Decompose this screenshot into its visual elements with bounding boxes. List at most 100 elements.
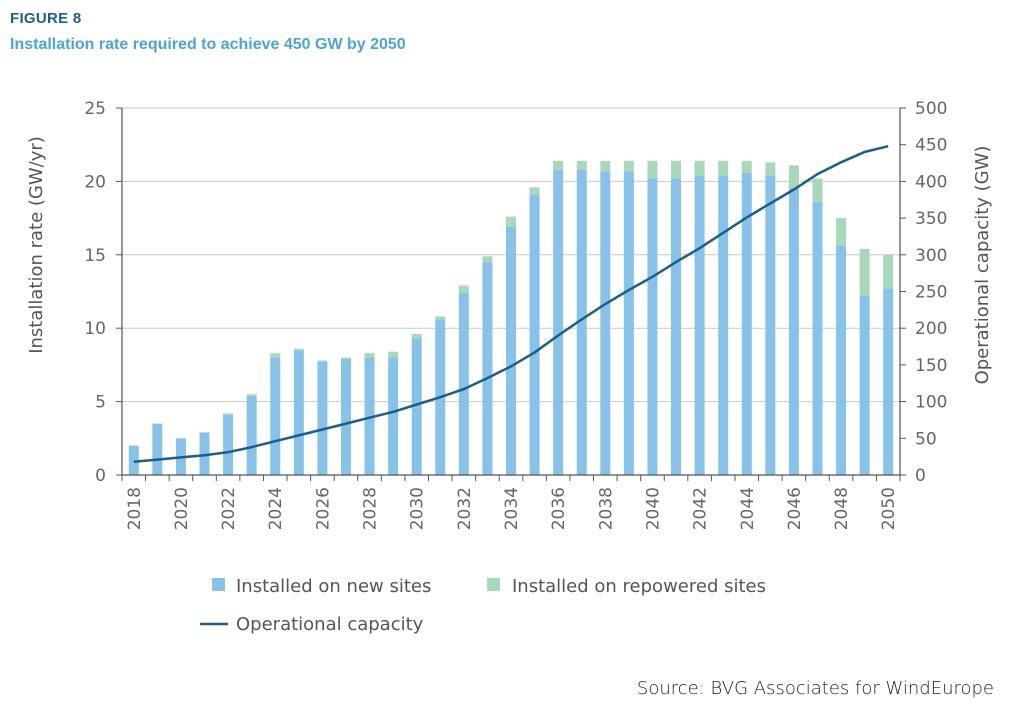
bar-repowered-sites-2038 (600, 160, 611, 172)
source-note: Source: BVG Associates for WindEurope (636, 678, 994, 699)
bar-repowered-sites-2033 (482, 256, 493, 263)
bar-repowered-sites-2041 (671, 160, 682, 179)
bar-new-sites-2040 (647, 178, 658, 476)
bar-new-sites-2044 (741, 172, 752, 476)
bars (128, 160, 894, 476)
bar-repowered-sites-2048 (836, 218, 847, 246)
bar-new-sites-2034 (506, 226, 516, 475)
x-tick-label: 2036 (549, 487, 569, 530)
x-tick-label: 2034 (502, 487, 522, 530)
bar-new-sites-2032 (458, 292, 469, 475)
bar-new-sites-2035 (529, 194, 540, 475)
y2-axis-ticks: 0 50 100 150 200 250 300 350 400 450 500 (900, 99, 947, 486)
bar-new-sites-2047 (812, 201, 823, 475)
x-tick-label: 2050 (879, 487, 899, 530)
bar-repowered-sites-2039 (623, 160, 634, 172)
y2-tick-label: 100 (915, 393, 947, 413)
y2-tick-label: 350 (915, 209, 947, 229)
bar-new-sites-2043 (718, 175, 729, 475)
y-tick-label: 25 (84, 99, 106, 119)
legend-label-repowered-sites: Installed on repowered sites (512, 576, 766, 597)
x-tick-label: 2020 (172, 487, 192, 530)
y2-tick-label: 200 (915, 319, 947, 339)
bar-new-sites-2042 (694, 175, 705, 475)
x-axis-ticks: 2018 2020 2022 2024 2026 2028 2030 2032 2034 2036… (121, 475, 901, 530)
bar-new-sites-2038 (600, 171, 611, 475)
bar-repowered-sites-2028 (364, 353, 375, 358)
x-tick-label: 2018 (125, 487, 145, 530)
bar-new-sites-2028 (364, 357, 375, 475)
bar-new-sites-2048 (836, 245, 847, 475)
bar-new-sites-2046 (788, 187, 799, 475)
bar-repowered-sites-2034 (506, 216, 516, 227)
x-tick-label: 2030 (408, 487, 428, 530)
x-tick-label: 2038 (596, 487, 616, 530)
legend-label-new-sites: Installed on new sites (236, 576, 431, 597)
bar-repowered-sites-2042 (694, 160, 705, 176)
y-axis-ticks: 0 5 10 15 20 25 (84, 99, 122, 486)
bar-repowered-sites-2027 (340, 357, 351, 360)
bar-new-sites-2019 (152, 423, 163, 475)
bar-repowered-sites-2024 (270, 353, 281, 358)
bar-new-sites-2036 (553, 169, 564, 475)
bar-new-sites-2024 (270, 357, 281, 475)
series-line-operational-capacity (133, 144, 889, 464)
bar-new-sites-2045 (765, 175, 776, 475)
bar-new-sites-2018 (128, 445, 139, 475)
bar-new-sites-2050 (883, 288, 894, 475)
bar-new-sites-2039 (623, 171, 634, 475)
y-tick-label: 5 (95, 393, 106, 413)
x-tick-label: 2048 (832, 487, 852, 530)
x-tick-label: 2022 (219, 487, 239, 530)
y2-tick-label: 250 (915, 283, 947, 303)
bar-repowered-sites-2029 (388, 351, 399, 358)
bar-repowered-sites-2046 (788, 165, 799, 188)
y2-tick-label: 450 (915, 136, 947, 156)
bar-repowered-sites-2045 (765, 162, 776, 176)
x-tick-label: 2042 (691, 487, 711, 530)
bar-repowered-sites-2030 (411, 334, 422, 339)
bar-repowered-sites-2023 (246, 394, 257, 396)
x-tick-label: 2044 (738, 487, 758, 530)
y2-tick-label: 300 (915, 246, 947, 266)
x-tick-label: 2032 (455, 487, 475, 530)
bar-new-sites-2037 (576, 169, 587, 475)
bar-new-sites-2021 (199, 432, 210, 475)
x-tick-label: 2040 (643, 487, 663, 530)
figure-label: FIGURE 8 (10, 10, 82, 27)
legend-label-operational-capacity: Operational capacity (236, 614, 424, 635)
bar-repowered-sites-2049 (859, 248, 870, 296)
y-tick-label: 15 (84, 246, 106, 266)
y2-axis-title: Operational capacity (GW) (972, 146, 993, 385)
bar-repowered-sites-2036 (553, 160, 564, 170)
y2-tick-label: 0 (915, 466, 926, 486)
bar-repowered-sites-2043 (718, 160, 729, 176)
x-tick-label: 2024 (266, 487, 286, 530)
bar-repowered-sites-2035 (529, 187, 540, 195)
bar-repowered-sites-2032 (458, 285, 469, 293)
bar-new-sites-2049 (859, 295, 870, 475)
y-tick-label: 20 (84, 172, 106, 192)
bar-repowered-sites-2031 (435, 316, 446, 320)
bar-repowered-sites-2044 (741, 160, 752, 173)
y-tick-label: 0 (95, 466, 106, 486)
y2-tick-label: 400 (915, 172, 947, 192)
legend-swatch-repowered-sites (487, 578, 500, 591)
x-tick-label: 2028 (361, 487, 381, 530)
y-axis-title: Installation rate (GW/yr) (26, 136, 47, 354)
x-tick-label: 2046 (785, 487, 805, 530)
bar-repowered-sites-2040 (647, 160, 658, 179)
bar-new-sites-2023 (246, 395, 257, 475)
y2-tick-label: 500 (915, 99, 947, 119)
bar-repowered-sites-2022 (223, 413, 234, 415)
bar-repowered-sites-2026 (317, 360, 328, 362)
legend-swatch-new-sites (212, 578, 225, 591)
bar-new-sites-2033 (482, 262, 493, 475)
bar-repowered-sites-2037 (576, 160, 587, 170)
bar-repowered-sites-2047 (812, 178, 823, 202)
y2-tick-label: 150 (915, 356, 947, 376)
bar-new-sites-2025 (293, 350, 304, 475)
y2-tick-label: 50 (915, 429, 937, 449)
bar-new-sites-2026 (317, 361, 328, 475)
